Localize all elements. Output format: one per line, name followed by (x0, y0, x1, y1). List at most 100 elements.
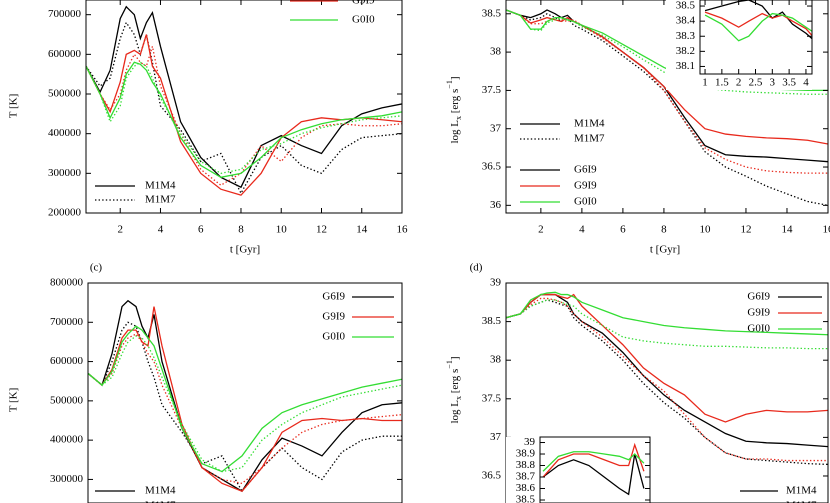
y-axis-label-part: log L (449, 120, 461, 144)
series-line (88, 321, 402, 493)
y-axis-label-part: x (454, 396, 463, 400)
legend-label: G9I9 (352, 0, 375, 7)
legend-label: G0I0 (747, 323, 770, 335)
y-tick-label: 39 (524, 436, 536, 448)
plot-frame (699, 0, 813, 75)
x-tick-label: 8 (238, 224, 244, 236)
plot-frame (539, 436, 651, 503)
y-tick-label: 36.5 (482, 470, 502, 482)
x-tick-label: 14 (356, 224, 368, 236)
panel-label: (c) (90, 262, 103, 274)
panel: 300000 400000 500000 600000 700000 800000 T [K… (8, 262, 403, 503)
legend-label: G6I9 (574, 164, 597, 176)
x-tick-label: 3 (770, 77, 776, 89)
y-tick-label: 500000 (48, 88, 82, 100)
legend-label: G9I9 (574, 180, 597, 192)
series-line (86, 34, 402, 196)
y-tick-label: 36.5 (482, 161, 502, 173)
series-line (704, 0, 812, 40)
y-tick-label: 500000 (50, 394, 84, 406)
x-tick-label: 1 (702, 77, 708, 89)
series-line (542, 451, 645, 472)
y-tick-label: 38 (490, 46, 502, 58)
series-line (86, 61, 402, 178)
y-tick-label: 700000 (48, 8, 82, 20)
x-tick-label: 2 (736, 77, 742, 89)
y-tick-label: 38.3 (676, 30, 696, 42)
legend-label: G6I9 (747, 291, 770, 303)
legend-label: G6I9 (322, 291, 345, 303)
inset: 38.1 38.2 38.3 38.4 38.5 1 1.5 2 2.5 3 3.5 4 (666, 0, 813, 90)
y-axis-label-part: log L (449, 400, 461, 424)
y-tick-label: 38.5 (676, 0, 696, 12)
panel: 36.5 37 37.5 38 38.5 39 log Lx [erg s−1] (d) G6I… (445, 262, 829, 503)
y-tick-label: 400000 (50, 434, 84, 446)
x-tick-label: 6 (198, 224, 204, 236)
plot-frame (85, 0, 403, 214)
y-tick-label: 38 (490, 354, 502, 366)
x-tick-label: 12 (316, 224, 327, 236)
y-axis-label: log Lx [erg s−1] (445, 76, 463, 143)
series-line (506, 9, 828, 206)
series-line (506, 291, 828, 336)
y-tick-label: 37 (490, 122, 502, 134)
y-tick-label: 38.4 (676, 15, 696, 27)
legend-label: M1M4 (574, 118, 605, 130)
y-tick-label: 37.5 (482, 84, 502, 96)
y-tick-label: 700000 (50, 316, 84, 328)
y-tick-label: 38.5 (482, 315, 502, 327)
y-axis-label-part: −1 (445, 360, 454, 369)
series-line (506, 297, 828, 462)
x-tick-label: 4 (579, 224, 585, 236)
x-axis-label: t [Gyr] (230, 244, 260, 256)
legend-label: M1M4 (786, 485, 817, 497)
series-line (88, 333, 402, 485)
y-axis-label: T [K] (8, 388, 20, 413)
x-tick-label: 2.5 (749, 77, 763, 89)
y-tick-label: 600000 (50, 355, 84, 367)
series-line (506, 299, 828, 350)
x-tick-label: 8 (661, 224, 667, 236)
y-tick-label: 38.6 (516, 482, 536, 494)
series-line (542, 453, 645, 496)
y-tick-label: 800000 (50, 277, 84, 289)
x-tick-label: 10 (699, 224, 711, 236)
y-axis-label-part: ] (449, 356, 461, 360)
y-tick-label: 36 (490, 199, 502, 211)
y-tick-label: 400000 (48, 127, 82, 139)
legend-label: M1M7 (786, 500, 817, 503)
y-tick-label: 300000 (50, 473, 84, 485)
x-tick-label: 16 (823, 224, 830, 236)
legend-label: M1M7 (145, 500, 176, 503)
y-tick-label: 38.1 (676, 60, 695, 72)
legend-label: M1M4 (145, 180, 176, 192)
y-tick-label: 200000 (48, 207, 82, 219)
x-tick-label: 10 (276, 224, 288, 236)
inset: 38.538.638.738.838.939 (506, 436, 651, 503)
plot-frame (505, 0, 829, 214)
x-tick-label: 14 (781, 224, 793, 236)
series-line (506, 9, 828, 95)
plot-frame (505, 282, 829, 503)
y-axis-label: T [K] (8, 94, 20, 119)
y-tick-label: 37.5 (482, 392, 502, 404)
series-line (506, 293, 828, 423)
series-line (86, 46, 402, 187)
legend-label: G0I0 (574, 196, 597, 208)
series-line (704, 12, 812, 42)
x-tick-label: 6 (620, 224, 626, 236)
series-line (86, 5, 402, 189)
y-tick-label: 37 (490, 431, 502, 443)
x-tick-label: 1.5 (715, 77, 729, 89)
y-tick-label: 38.7 (516, 471, 536, 483)
legend-label: G9I9 (322, 311, 345, 323)
legend-label: G0I0 (352, 14, 375, 26)
y-tick-label: 38.8 (516, 459, 536, 471)
x-tick-label: 3.5 (782, 77, 796, 89)
x-axis-label: t [Gyr] (650, 244, 680, 256)
y-axis-label-part: [erg s (449, 89, 461, 116)
series-line (86, 61, 402, 175)
series-line (506, 299, 828, 466)
y-tick-label: 600000 (48, 48, 82, 60)
